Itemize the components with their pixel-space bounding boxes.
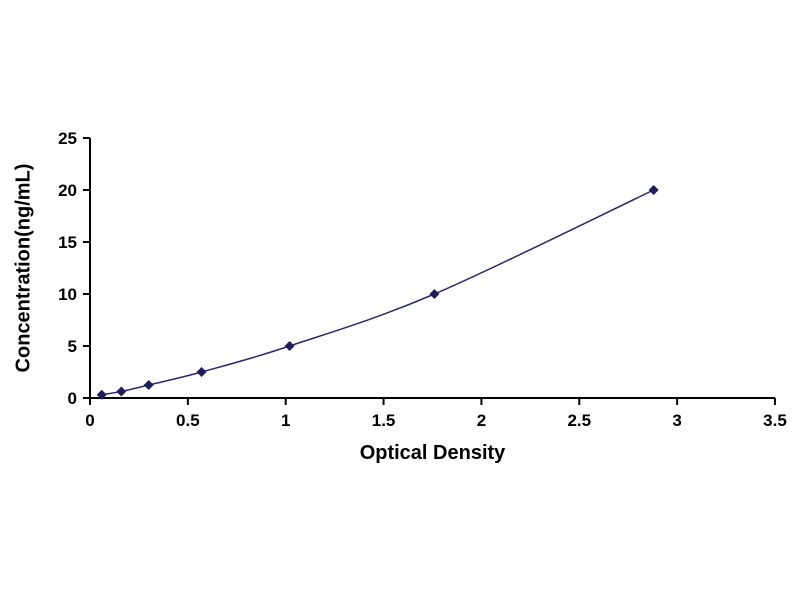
svg-text:0: 0 — [85, 411, 94, 430]
x-axis-title: Optical Density — [359, 442, 506, 464]
svg-text:1.5: 1.5 — [372, 411, 396, 430]
svg-text:2.5: 2.5 — [567, 411, 591, 430]
svg-text:2: 2 — [477, 411, 486, 430]
svg-text:15: 15 — [58, 233, 77, 252]
svg-text:10: 10 — [58, 285, 77, 304]
svg-text:0.5: 0.5 — [176, 411, 200, 430]
svg-text:3.5: 3.5 — [763, 411, 787, 430]
svg-text:1: 1 — [281, 411, 290, 430]
svg-text:5: 5 — [68, 337, 77, 356]
svg-text:25: 25 — [58, 129, 77, 148]
y-axis-title: Concentration(ng/mL) — [12, 163, 35, 373]
svg-text:3: 3 — [672, 411, 681, 430]
svg-text:20: 20 — [58, 181, 77, 200]
svg-text:0: 0 — [68, 389, 77, 408]
